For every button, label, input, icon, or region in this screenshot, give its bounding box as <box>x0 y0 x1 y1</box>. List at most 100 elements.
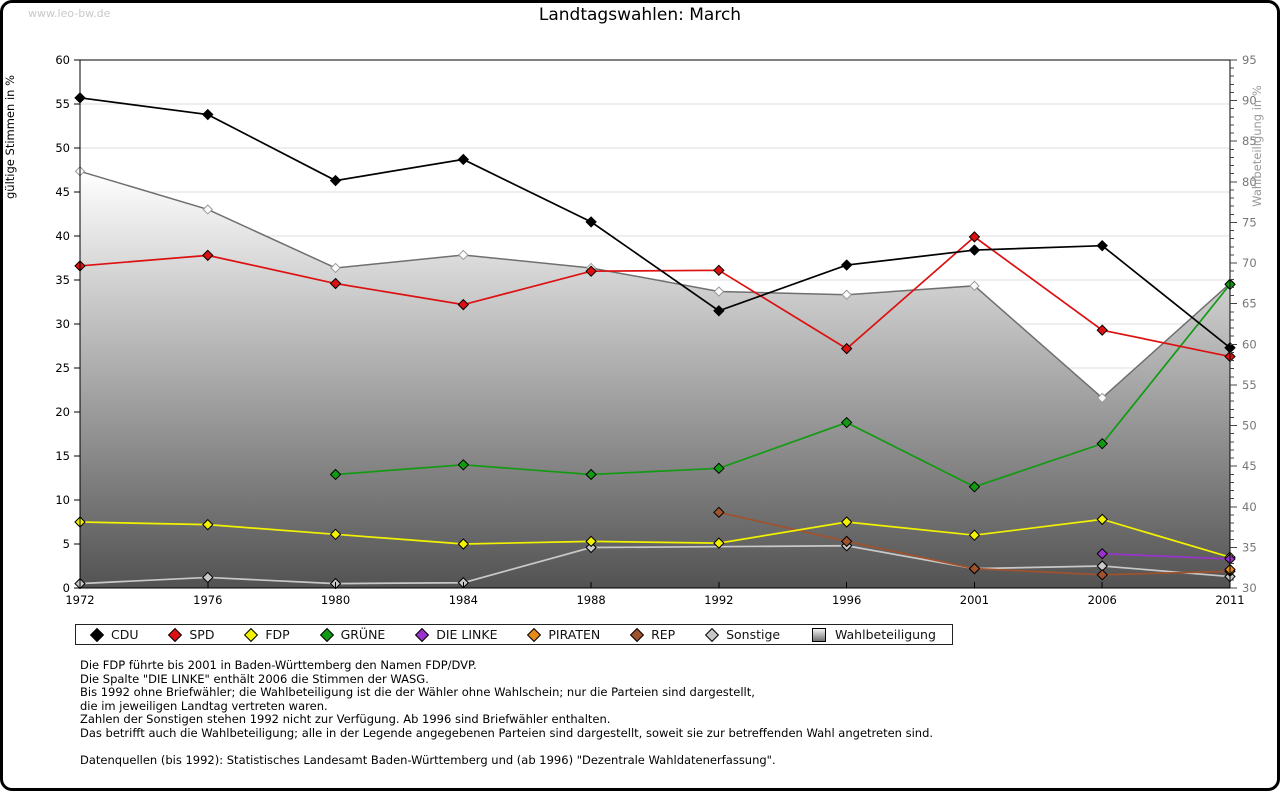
legend-item-Sonstige: Sonstige <box>704 627 781 642</box>
left-axis-tick-label: 0 <box>63 581 70 595</box>
series-marker-SPD <box>1096 324 1108 336</box>
series-marker-REP <box>1096 569 1108 581</box>
legend-item-GRÜNE: GRÜNE <box>319 627 385 642</box>
series-marker-SPD <box>202 249 214 262</box>
series-marker-FDP <box>202 518 214 531</box>
series-marker-CDU <box>202 108 214 121</box>
left-axis-tick-label: 35 <box>55 273 70 287</box>
series-marker-GRÜNE <box>713 462 725 475</box>
x-axis-tick-label: 1976 <box>193 593 222 607</box>
series-line-GRÜNE <box>335 283 1231 488</box>
legend-area-swatch <box>811 627 826 642</box>
legend-label: FDP <box>265 627 290 642</box>
series-marker-GRÜNE <box>585 468 597 481</box>
turnout-marker <box>713 286 725 297</box>
x-axis-tick-label: 1984 <box>449 593 478 607</box>
left-axis-tick-label: 60 <box>55 53 70 67</box>
footnote-line: die im jeweiligen Landtag vertreten ware… <box>80 698 328 713</box>
legend-marker-icon <box>244 627 259 642</box>
series-marker-CDU <box>840 259 853 271</box>
series-marker-REP <box>840 535 853 548</box>
series-marker-SPD <box>457 298 470 311</box>
series-marker-CDU <box>329 174 342 187</box>
left-axis-tick-label: 20 <box>55 405 70 419</box>
legend: CDU SPD FDP GRÜNE DIE LINKE PIRATEN REP Sonstig… <box>75 624 953 645</box>
right-axis-tick-label: 70 <box>1242 256 1257 270</box>
series-line-CDU <box>79 96 1231 349</box>
series-marker-FDP <box>840 516 853 528</box>
x-axis-tick-label: 2006 <box>1088 593 1117 607</box>
x-axis-tick-label: 1988 <box>576 593 605 607</box>
chart-svg: 0 5 10 15 20 25 30 35 40 45 50 55 60 30 35 40 45 50 55 60 65… <box>3 53 1264 607</box>
legend-label: CDU <box>111 627 139 642</box>
legend-marker-icon <box>415 627 430 642</box>
right-axis-tick-label: 80 <box>1242 175 1257 189</box>
series-marker-SPD <box>329 277 342 290</box>
series-marker-Sonstige <box>585 541 597 554</box>
legend-label: Sonstige <box>726 627 781 642</box>
chart-canvas: 0 5 10 15 20 25 30 35 40 45 50 55 60 30 35 40 45 50 55 60 65… <box>3 53 1264 607</box>
legend-item-PIRATEN: PIRATEN <box>527 627 600 642</box>
x-axis-tick-label: 2001 <box>960 593 989 607</box>
series-marker-SPD <box>713 264 725 277</box>
footnote-line: Bis 1992 ohne Briefwähler; die Wahlbetei… <box>80 685 755 699</box>
legend-item-REP: REP <box>630 627 675 642</box>
series-marker-GRÜNE <box>329 468 342 481</box>
right-axis-tick-label: 90 <box>1242 94 1257 108</box>
turnout-marker <box>458 249 469 261</box>
left-axis-tick-label: 50 <box>55 141 70 155</box>
series-marker-CDU <box>968 244 981 256</box>
turnout-marker <box>969 280 980 292</box>
series-marker-FDP <box>585 535 597 548</box>
left-axis-tick-label: 45 <box>55 185 70 199</box>
series-marker-GRÜNE <box>457 459 470 471</box>
legend-item-CDU: CDU <box>89 627 139 642</box>
series-marker-SPD <box>840 342 853 355</box>
legend-marker-icon <box>168 627 183 642</box>
legend-marker-icon <box>319 627 334 642</box>
legend-marker-icon <box>527 627 542 642</box>
right-axis-tick-label: 75 <box>1242 215 1257 229</box>
turnout-marker <box>841 289 852 300</box>
right-axis-tick-label: 35 <box>1242 540 1257 554</box>
right-axis-tick-label: 65 <box>1242 297 1257 311</box>
legend-marker-icon <box>704 627 720 642</box>
series-marker-FDP <box>968 529 981 541</box>
series-marker-GRÜNE <box>968 481 981 493</box>
right-axis-title: Wahlbeteiligung in % <box>1250 85 1264 207</box>
right-axis-tick-label: 60 <box>1242 337 1257 351</box>
footnote-line <box>80 740 933 754</box>
left-axis-tick-label: 10 <box>55 493 70 507</box>
x-axis-tick-label: 2011 <box>1215 593 1244 607</box>
footer-notes: Die FDP führte bis 2001 in Baden-Württem… <box>80 658 933 767</box>
series-marker-CDU <box>1096 239 1108 252</box>
turnout-marker <box>202 204 213 215</box>
right-axis-tick-label: 95 <box>1242 53 1257 67</box>
series-marker-GRÜNE <box>1096 437 1108 450</box>
legend-label: SPD <box>189 627 215 642</box>
series-marker-FDP <box>1096 513 1108 526</box>
left-axis-tick-label: 25 <box>55 361 70 375</box>
series-marker-REP <box>713 506 725 519</box>
series-marker-GRÜNE <box>840 416 853 429</box>
watermark: www.leo-bw.de <box>28 7 111 20</box>
series-marker-REP <box>968 562 981 575</box>
right-axis-tick-label: 85 <box>1242 134 1257 148</box>
x-axis-tick-label: 1972 <box>65 593 94 607</box>
series-line-DIE LINKE <box>1102 552 1231 560</box>
left-axis-tick-label: 30 <box>55 317 70 331</box>
legend-item-DIE LINKE: DIE LINKE <box>415 627 497 642</box>
turnout-marker <box>330 262 341 274</box>
footnote-line: Zahlen der Sonstigen stehen 1992 nicht z… <box>80 712 611 726</box>
legend-item-FDP: FDP <box>244 627 290 642</box>
series-marker-DIE LINKE <box>1096 547 1108 560</box>
left-axis-tick-label: 5 <box>63 537 70 551</box>
series-marker-FDP <box>713 537 725 549</box>
turnout-area <box>80 171 1230 589</box>
series-marker-SPD <box>585 265 597 277</box>
series-marker-CDU <box>713 305 725 317</box>
legend-item-SPD: SPD <box>168 627 215 642</box>
turnout-boundary <box>79 170 1231 399</box>
series-marker-FDP <box>457 538 470 550</box>
chart-title: Landtagswahlen: March <box>538 5 742 25</box>
